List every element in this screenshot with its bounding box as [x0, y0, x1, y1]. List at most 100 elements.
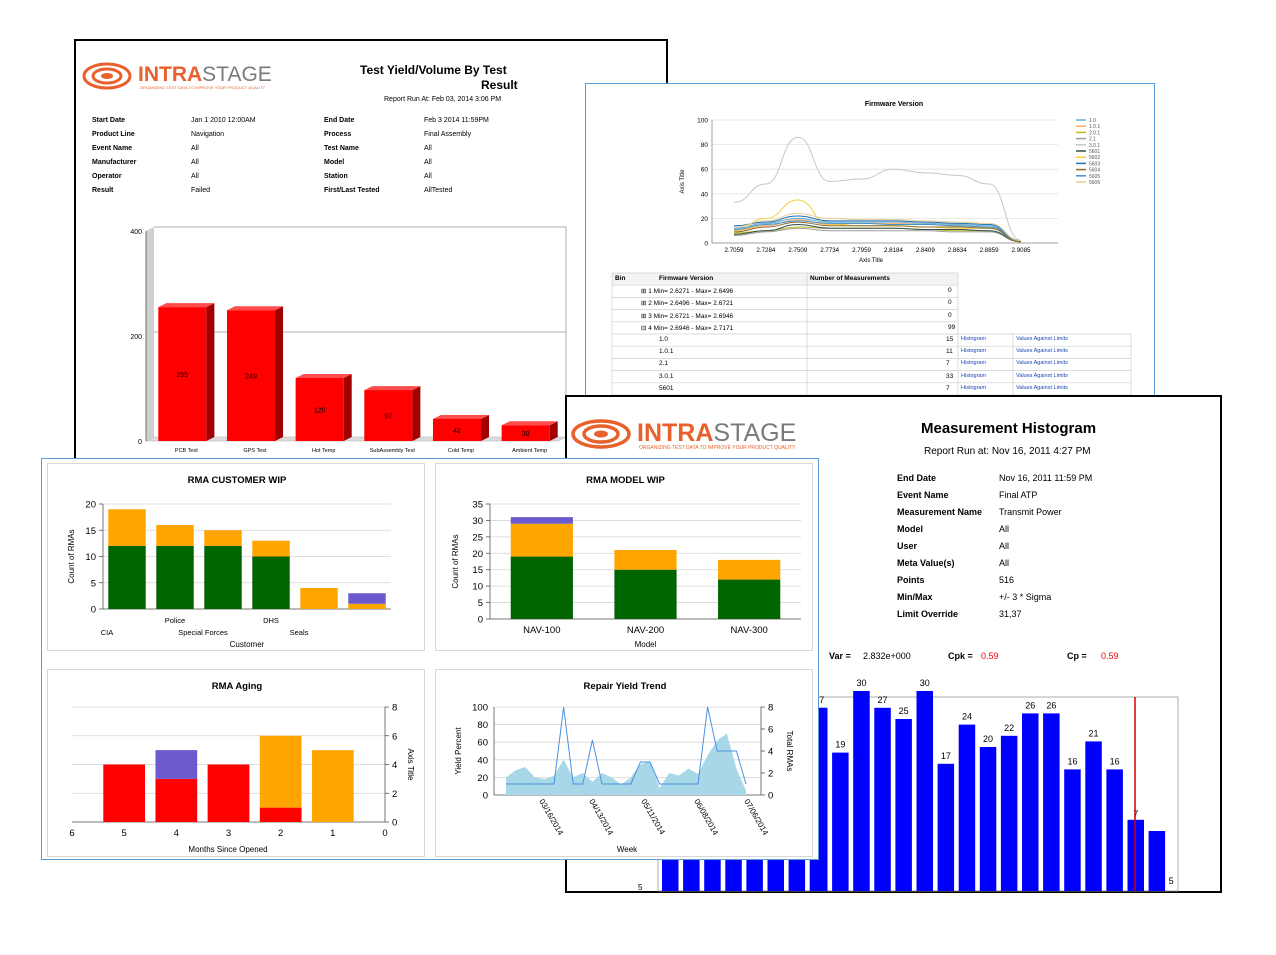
field-label: Start Date: [92, 117, 126, 124]
values-against-limits-link[interactable]: Values Against Limits: [1016, 384, 1068, 391]
bar-side: [549, 421, 558, 441]
x-tick-label: Hot Temp: [312, 448, 335, 454]
field-label: Limit Override: [897, 609, 959, 619]
x-tick-label: 2.7059: [725, 247, 744, 254]
yield-report-panel: INTRASTAGE ORGANIZING TEST DATA TO IMPRO…: [74, 39, 668, 469]
bar-segment: [108, 546, 146, 609]
field-label: First/Last Tested: [324, 187, 380, 194]
histogram-bar: [1148, 831, 1166, 891]
histogram-link[interactable]: Histogram: [961, 336, 987, 342]
bar-side: [412, 386, 421, 441]
field-label: Product Line: [92, 131, 135, 138]
values-against-limits-link[interactable]: Values Against Limits: [1016, 372, 1068, 379]
bar-segment: [103, 764, 146, 822]
bar-data-label: 16: [1067, 756, 1077, 766]
histogram-title: Measurement Histogram: [921, 420, 1097, 437]
bar-data-label: 30: [920, 678, 930, 688]
x-tick-label: 2.8859: [980, 247, 999, 254]
field-label: Test Name: [324, 145, 359, 152]
chart-title: RMA Aging: [212, 681, 263, 692]
bar-data-label: 97: [384, 414, 392, 421]
brand-logo-text: INTRASTAGE: [637, 419, 797, 447]
x-tick-label: 03/16/2014: [537, 798, 565, 838]
x-tick-label: 04/13/2014: [587, 798, 615, 838]
bin-count: 0: [948, 287, 952, 295]
x-tick-label: GPS Test: [243, 448, 267, 454]
y-axis-title: Axis Title: [680, 169, 686, 194]
field-label: Operator: [92, 173, 122, 180]
bar-segment: [348, 593, 386, 604]
x-tick-label: 6: [69, 828, 74, 839]
y-tick-label: 5: [478, 598, 483, 609]
field-value: All: [191, 145, 199, 152]
field-label: Process: [324, 131, 352, 138]
brand-tagline: ORGANIZING TEST DATA TO IMPROVE YOUR PRO…: [639, 445, 796, 451]
x-axis-title: Week: [617, 845, 638, 854]
bar-top: [226, 306, 284, 311]
series-line: [733, 221, 1022, 243]
bin-range: ⊟ 4 Min= 2.6946 - Max= 2.7171: [641, 324, 734, 332]
bar-data-label: 26: [1046, 700, 1056, 710]
bar-data-label: 20: [983, 734, 993, 744]
bar-segment: [155, 778, 198, 822]
x-tick-label: Cold Temp: [448, 448, 474, 454]
measurement-count: 7: [946, 360, 950, 368]
var-label: Var =: [829, 651, 851, 661]
bar-top: [501, 421, 558, 426]
values-against-limits-link[interactable]: Values Against Limits: [1016, 336, 1068, 342]
chart-title: Repair Yield Trend: [584, 681, 667, 692]
rma-aging-card: RMA Aging 0 2 4 6 8 Axis Title Months Since Ope…: [47, 669, 425, 857]
histogram-bar: [1064, 769, 1081, 891]
x-tick-label: 2.7959: [852, 247, 871, 254]
x-tick-label: DHS: [263, 616, 279, 625]
firmware-version: 3.0.1: [659, 372, 674, 380]
y-tick-label: 100: [697, 118, 708, 125]
bin-range: ⊞ 1 Min= 2.6271 - Max= 2.6496: [641, 288, 734, 296]
bar-side: [275, 306, 284, 441]
bar-segment: [204, 546, 242, 609]
histogram-bar: [1085, 741, 1102, 891]
intrastage-logo-icon: [82, 62, 132, 90]
bar-segment: [156, 546, 194, 609]
bar-data-label: 5: [1169, 876, 1174, 886]
histogram-bar: [1106, 769, 1123, 891]
bar-top: [364, 386, 421, 391]
histogram-bar: [916, 691, 933, 891]
y-tick-label: 4: [392, 760, 397, 771]
measurement-count: 15: [946, 336, 954, 343]
x-tick-label: 4: [174, 828, 179, 839]
bar-data-label: 255: [176, 372, 188, 379]
chart-side-wall: [146, 227, 154, 441]
legend-label: 2.0.1: [1089, 130, 1100, 136]
field-label: Measurement Name: [897, 507, 983, 517]
intrastage-logo-icon: [571, 419, 631, 449]
legend-label: 5602: [1089, 155, 1100, 161]
series-line: [733, 224, 1022, 243]
histogram-link[interactable]: Histogram: [961, 348, 987, 355]
bar-data-label: 42: [453, 428, 461, 435]
y-tick-label: 10: [85, 552, 96, 563]
field-label: Event Name: [897, 490, 949, 500]
bar-segment: [156, 525, 194, 546]
histogram-bar: [874, 707, 891, 891]
histogram-link[interactable]: Histogram: [961, 360, 987, 367]
y-tick-label: 8: [392, 703, 397, 714]
values-against-limits-link[interactable]: Values Against Limits: [1016, 360, 1068, 367]
y2-tick-label: 8: [768, 703, 773, 714]
chart-title: RMA MODEL WIP: [586, 475, 665, 486]
histogram-link[interactable]: Histogram: [961, 372, 987, 379]
bar-segment: [510, 517, 573, 524]
field-label: End Date: [324, 117, 355, 124]
cpk-value: 0.59: [981, 651, 999, 661]
legend-label: 2.1: [1089, 137, 1096, 143]
histogram-link[interactable]: Histogram: [961, 384, 987, 391]
x-tick-label: PCB Test: [175, 448, 198, 454]
y-axis-title: Axis Title: [406, 748, 415, 781]
bar: [158, 307, 207, 441]
y-tick-label: 20: [472, 549, 483, 560]
y2-axis-title: Total RMAs: [785, 731, 794, 772]
values-against-limits-link[interactable]: Values Against Limits: [1016, 348, 1068, 355]
x-tick-label: CIA: [101, 628, 114, 637]
field-value: 31,37: [999, 609, 1022, 619]
y-tick-label: 20: [701, 216, 709, 223]
